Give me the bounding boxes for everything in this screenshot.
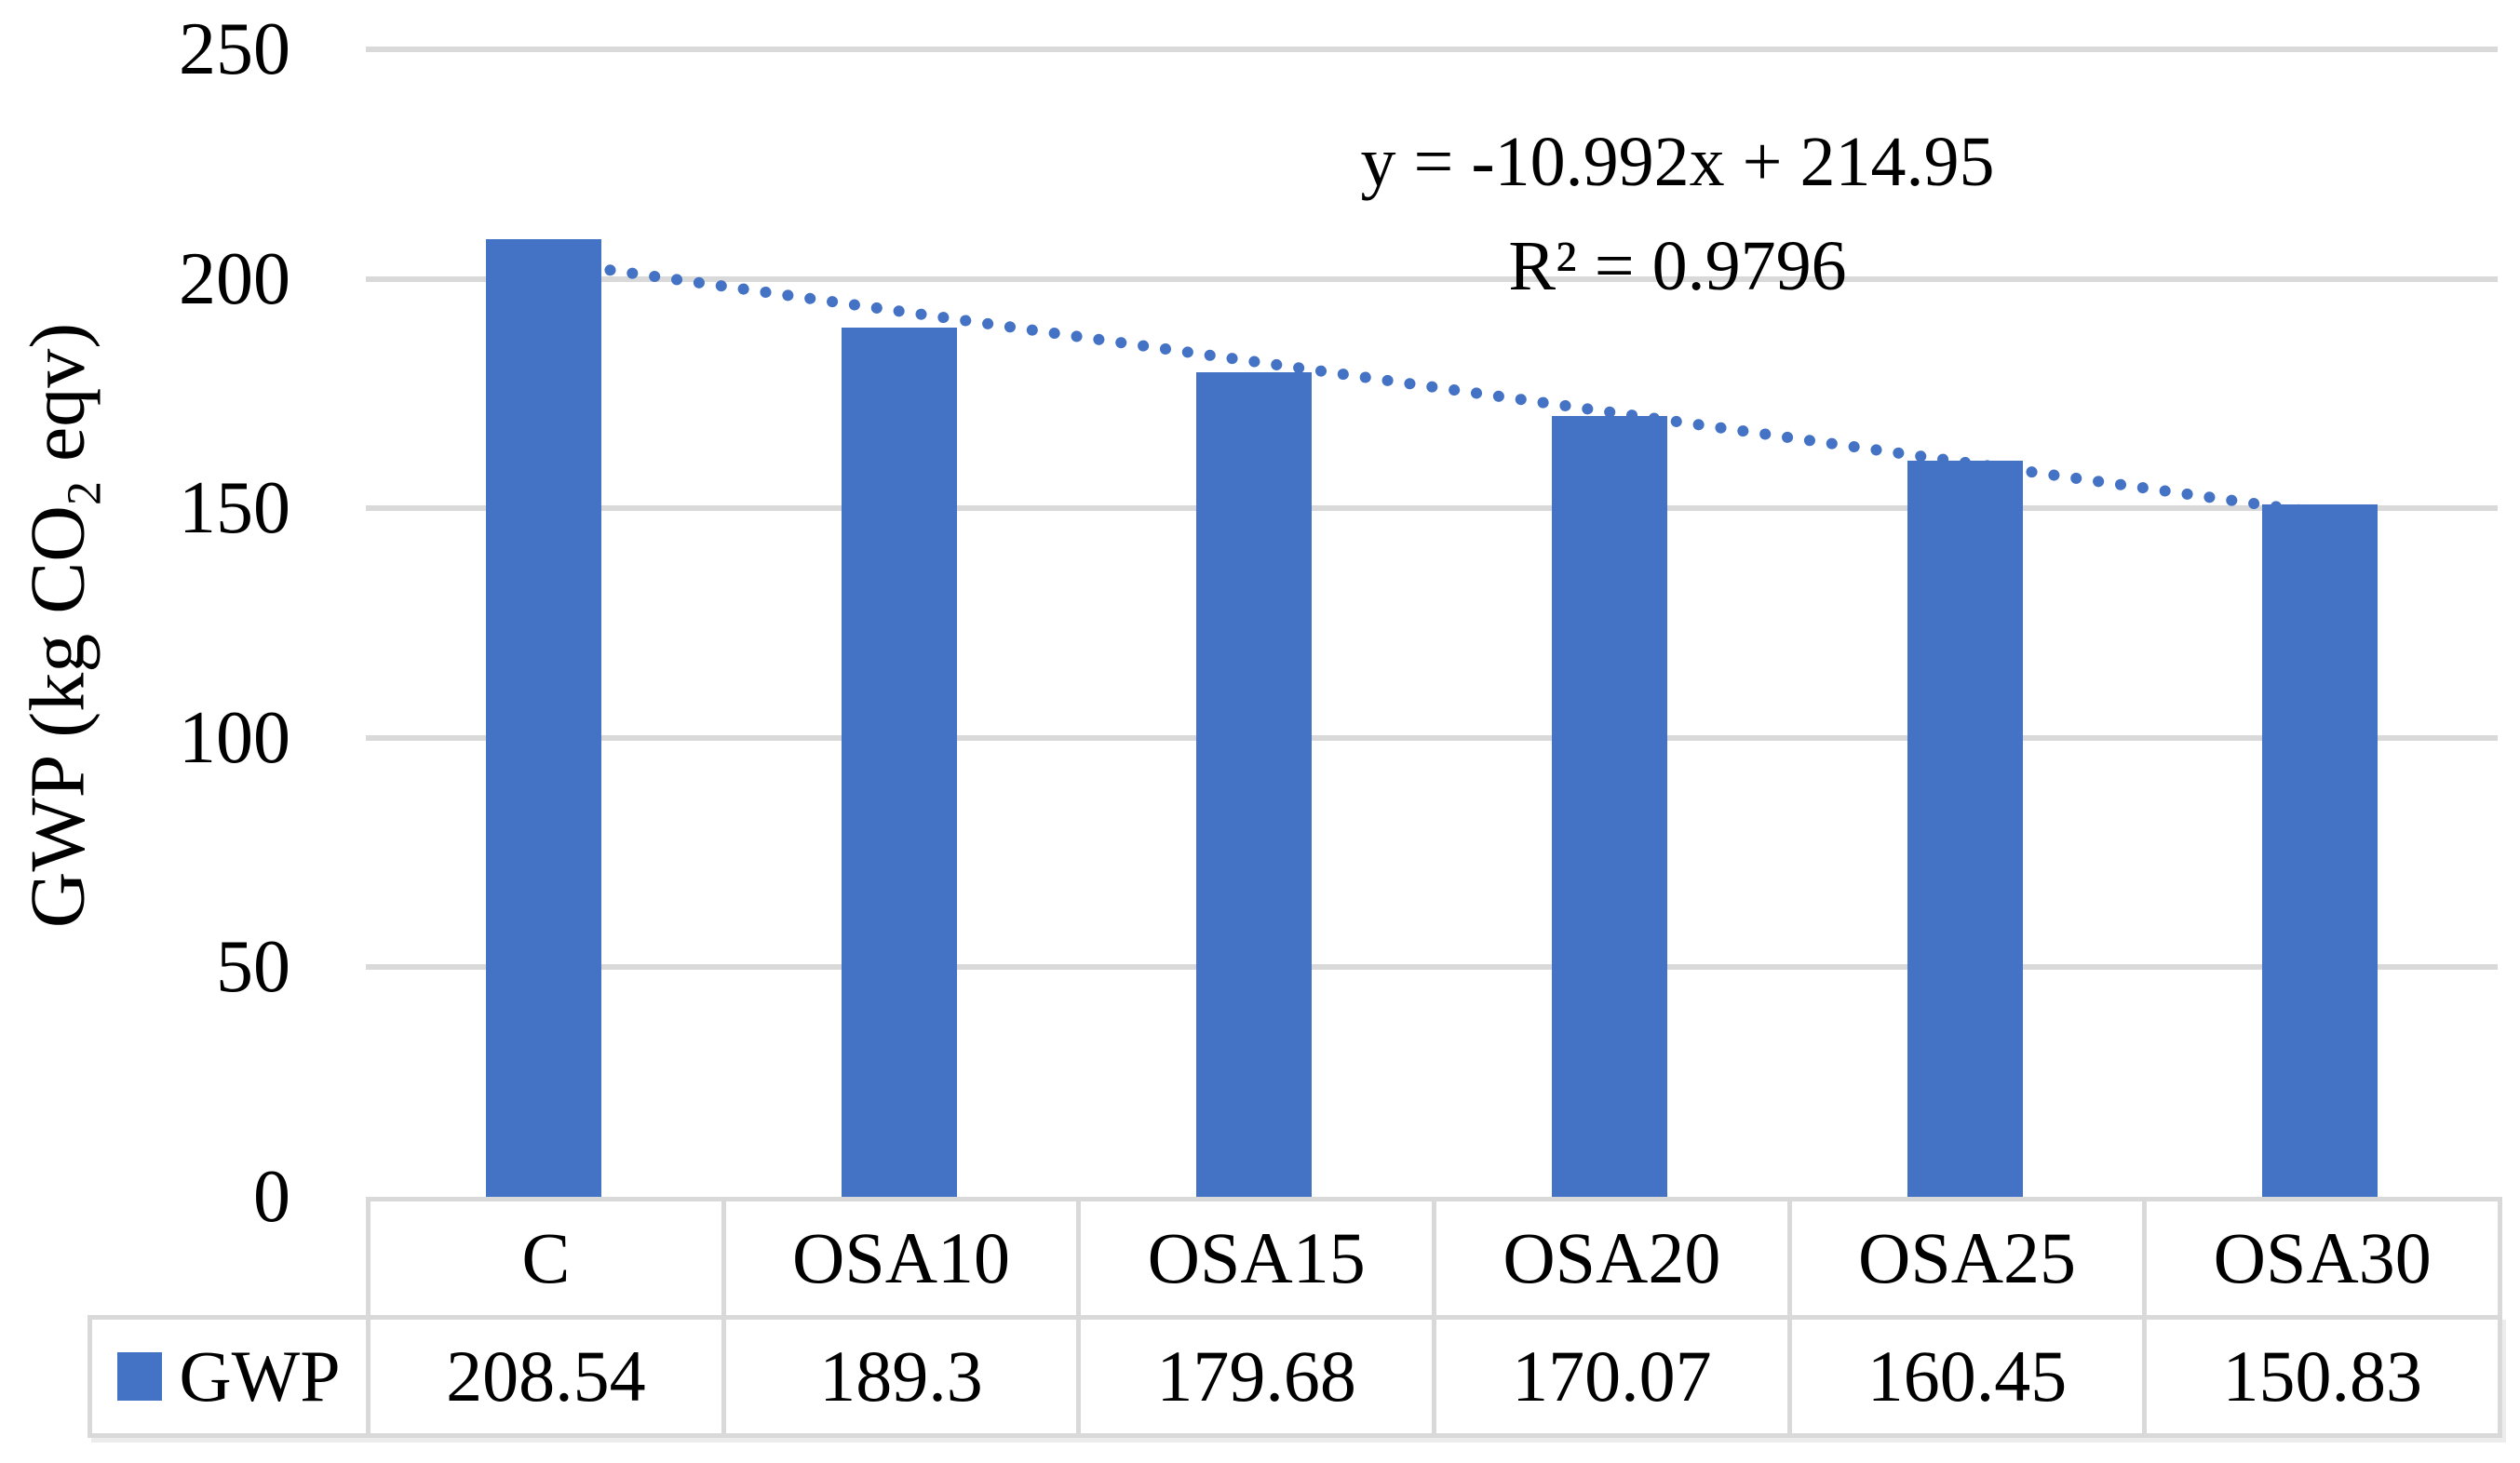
value-cell-OSA20: 170.07 bbox=[1432, 1320, 1787, 1433]
bar-C bbox=[485, 239, 601, 1197]
bar-OSA10 bbox=[841, 328, 957, 1197]
value-cell-OSA15: 179.68 bbox=[1076, 1320, 1432, 1433]
category-cell-OSA20: OSA20 bbox=[1432, 1201, 1787, 1315]
y-axis-title-suffix: eqv) bbox=[14, 322, 101, 481]
legend-swatch-icon bbox=[117, 1352, 163, 1401]
trendline-annotation: y = -10.992x + 214.95 R² = 0.9796 bbox=[1360, 110, 1994, 318]
bar-OSA25 bbox=[1907, 460, 2023, 1197]
table-row-categories: C OSA10 OSA15 OSA20 OSA25 OSA30 bbox=[366, 1197, 2502, 1315]
value-cell-OSA30: 150.83 bbox=[2142, 1320, 2498, 1433]
category-cell-OSA10: OSA10 bbox=[721, 1201, 1077, 1315]
trendline bbox=[537, 255, 2326, 519]
gridline bbox=[366, 964, 2498, 971]
y-tick-label: 250 bbox=[179, 8, 290, 90]
gridline bbox=[366, 505, 2498, 512]
bar-OSA20 bbox=[1551, 416, 1667, 1197]
trendline-dotted bbox=[537, 255, 2326, 519]
category-cell-OSA15: OSA15 bbox=[1076, 1201, 1432, 1315]
gridline bbox=[366, 47, 2498, 52]
legend-label: GWP bbox=[179, 1335, 341, 1416]
value-cell-C: 208.54 bbox=[366, 1320, 721, 1433]
plot-area bbox=[366, 47, 2498, 1197]
value-cell-OSA10: 189.3 bbox=[721, 1320, 1077, 1433]
y-tick-label: 150 bbox=[179, 467, 290, 550]
bar-OSA15 bbox=[1196, 371, 1313, 1197]
y-tick-label: 0 bbox=[253, 1156, 290, 1238]
bar-OSA30 bbox=[2262, 504, 2379, 1197]
y-tick-label: 100 bbox=[179, 696, 290, 779]
y-tick-label: 200 bbox=[179, 237, 290, 320]
value-cell-OSA25: 160.45 bbox=[1786, 1320, 2143, 1433]
y-axis-title: GWP (kg CO2 eqv) bbox=[13, 322, 112, 929]
category-cell-OSA30: OSA30 bbox=[2142, 1201, 2498, 1315]
trendline-r-squared: R² = 0.9796 bbox=[1508, 227, 1847, 305]
gridline bbox=[366, 734, 2498, 741]
gridline bbox=[366, 275, 2498, 282]
category-cell-OSA25: OSA25 bbox=[1786, 1201, 2143, 1315]
category-cell-C: C bbox=[521, 1217, 571, 1298]
legend-cell: GWP bbox=[92, 1320, 366, 1433]
table-row-values: GWP 208.54 189.3 179.68 170.07 160.45 150.83 bbox=[88, 1315, 2502, 1438]
y-tick-label: 50 bbox=[216, 926, 290, 1009]
trendline-equation: y = -10.992x + 214.95 bbox=[1360, 123, 1995, 201]
